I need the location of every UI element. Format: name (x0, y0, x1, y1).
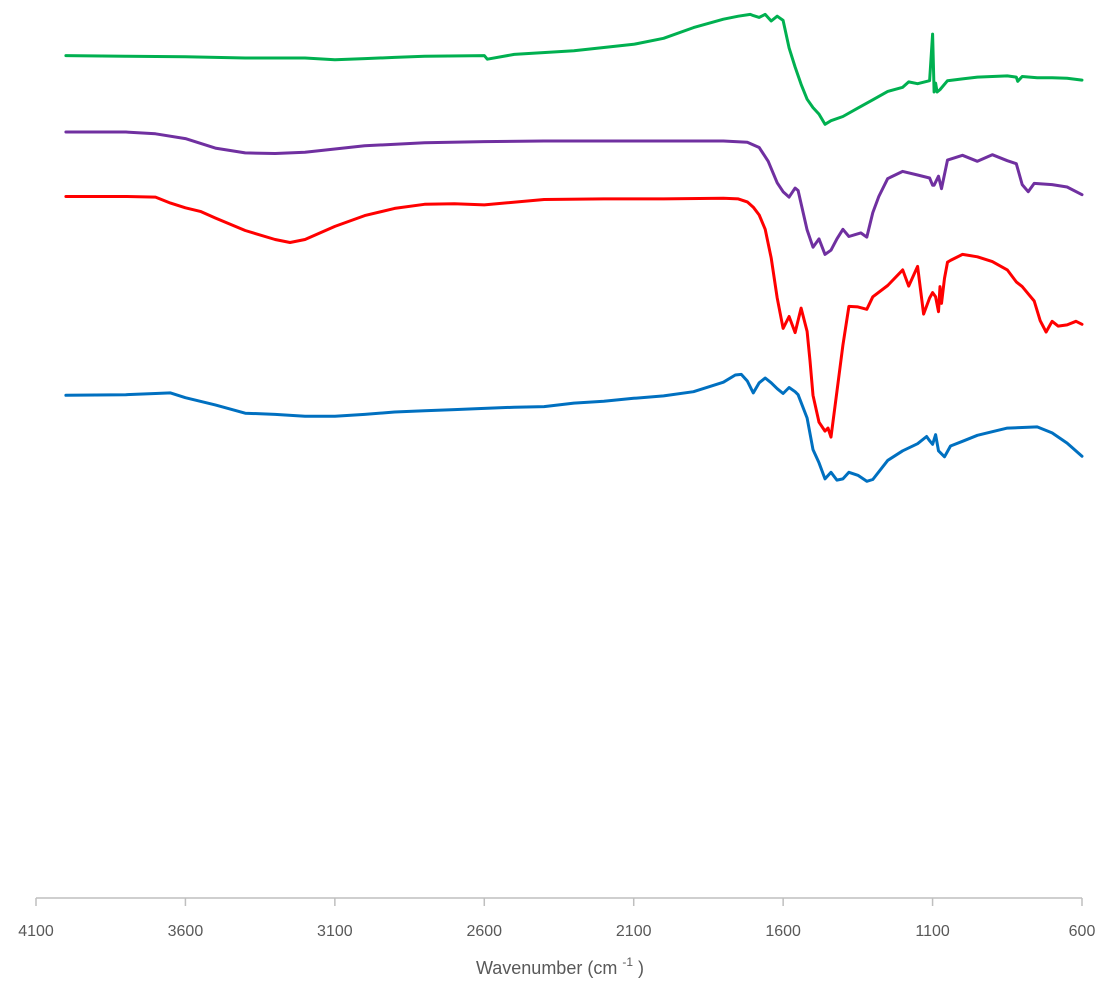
x-axis-title: Wavenumber (cm -1 ) (476, 950, 644, 978)
x-axis-title-superscript: -1 (622, 955, 633, 969)
x-tick-label: 1100 (915, 923, 950, 940)
x-tick-label: 4100 (18, 923, 54, 940)
x-tick-label: 600 (1069, 923, 1096, 940)
x-tick-label: 3600 (168, 923, 204, 940)
spectrum-line-2 (64, 130, 1084, 256)
spectrum-line-4 (64, 372, 1084, 483)
x-axis-title-suffix: ) (638, 958, 644, 978)
spectrum-line-3 (64, 195, 1084, 439)
x-tick-label: 3100 (317, 923, 353, 940)
x-tick-label: 1600 (765, 923, 801, 940)
series-layer (64, 12, 1084, 483)
x-tick-label: 2600 (466, 923, 502, 940)
x-tick-label: 2100 (616, 923, 652, 940)
spectrum-line-1 (64, 12, 1084, 126)
x-axis-ticks: 4100 3600 3100 2600 2100 1600 1100 600 (18, 898, 1095, 940)
x-axis-title-prefix: Wavenumber (cm (476, 958, 617, 978)
